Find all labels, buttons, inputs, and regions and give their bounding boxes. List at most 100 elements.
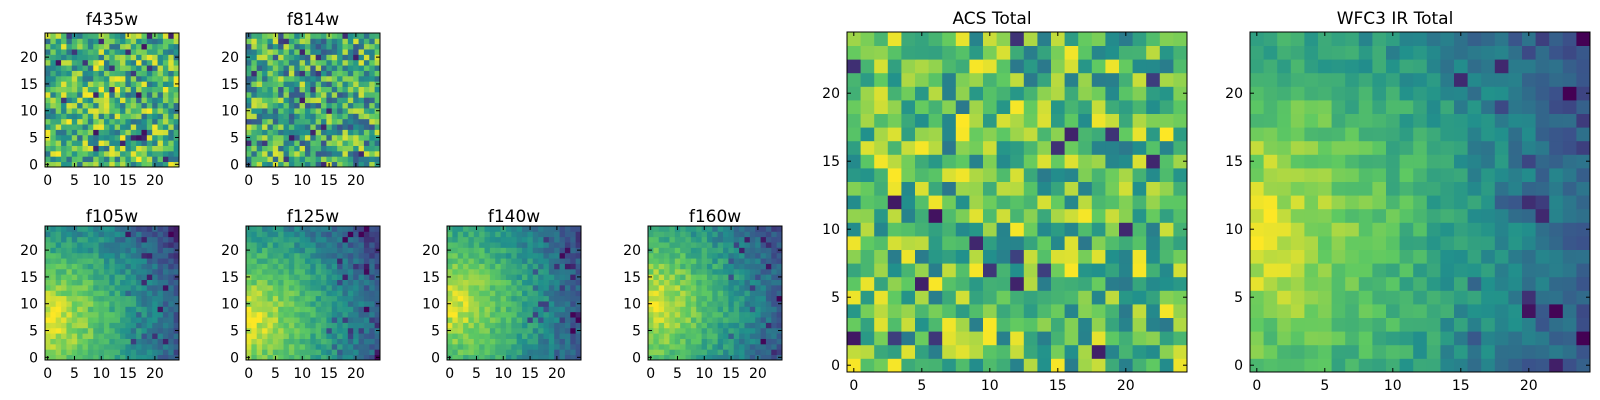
- heatmap-cell: [120, 252, 126, 259]
- heatmap-cell: [564, 295, 571, 302]
- heatmap-cell: [522, 263, 528, 270]
- heatmap-cell: [146, 118, 153, 125]
- heatmap-cell: [141, 49, 148, 55]
- heatmap-cell: [1051, 168, 1065, 182]
- heatmap-cell: [168, 268, 175, 275]
- heatmap-cell: [653, 268, 660, 275]
- heatmap-cell: [326, 140, 333, 146]
- heatmap-cell: [860, 127, 875, 142]
- y-tick-label: 10: [221, 297, 239, 313]
- heatmap-cell: [251, 43, 258, 50]
- heatmap-cell: [658, 242, 665, 248]
- heatmap-cell: [294, 231, 300, 238]
- heatmap-cell: [347, 226, 354, 232]
- heatmap-cell: [942, 358, 957, 373]
- heatmap-cell: [516, 268, 523, 275]
- heatmap-cell: [103, 65, 110, 71]
- heatmap-cell: [1173, 86, 1188, 101]
- heatmap-cell: [749, 338, 756, 345]
- heatmap-cell: [479, 252, 485, 259]
- heatmap-cell: [353, 70, 359, 77]
- heatmap-cell: [130, 65, 137, 71]
- heatmap-cell: [1549, 263, 1564, 278]
- heatmap-cell: [347, 81, 354, 87]
- heatmap-cell: [696, 284, 702, 291]
- heatmap-cell: [771, 327, 778, 334]
- heatmap-cell: [1345, 154, 1360, 169]
- heatmap-cell: [136, 252, 142, 259]
- heatmap-cell: [527, 258, 534, 264]
- heatmap-cell: [114, 333, 121, 339]
- heatmap-cell: [168, 86, 175, 93]
- heatmap-cell: [1467, 181, 1482, 196]
- heatmap-cell: [1263, 168, 1278, 182]
- heatmap-cell: [1467, 290, 1482, 305]
- heatmap-cell: [1549, 276, 1564, 291]
- heatmap-cell: [136, 317, 142, 323]
- heatmap-cell: [55, 252, 62, 259]
- heatmap-cell: [522, 231, 528, 238]
- heatmap-cell: [353, 145, 359, 152]
- heatmap-cell: [71, 124, 78, 130]
- heatmap-cell: [71, 140, 78, 146]
- heatmap-cell: [457, 284, 464, 291]
- heatmap-cell: [1105, 208, 1120, 223]
- heatmap-cell: [283, 236, 290, 243]
- heatmap-cell: [969, 263, 984, 278]
- heatmap-cell: [538, 311, 544, 318]
- heatmap-cell: [575, 306, 582, 313]
- heatmap-cell: [288, 118, 295, 125]
- heatmap-cell: [658, 226, 665, 232]
- heatmap-cell: [983, 72, 997, 87]
- heatmap-cell: [125, 252, 132, 259]
- heatmap-cell: [347, 134, 354, 141]
- heatmap-cell: [315, 322, 322, 329]
- heatmap-cell: [1372, 331, 1387, 346]
- heatmap-cell: [278, 295, 284, 302]
- heatmap-cell: [915, 140, 929, 155]
- heatmap-cell: [87, 145, 94, 152]
- heatmap-cell: [61, 322, 67, 329]
- heatmap-cell: [262, 252, 268, 259]
- heatmap-cell: [516, 349, 523, 356]
- x-tick-label: 5: [271, 366, 280, 382]
- heatmap-cell: [326, 231, 333, 238]
- heatmap-cell: [739, 290, 745, 297]
- heatmap-cell: [522, 311, 528, 318]
- heatmap-cell: [55, 279, 62, 286]
- heatmap-cell: [1105, 86, 1120, 101]
- heatmap-cell: [342, 124, 349, 130]
- heatmap-cell: [369, 113, 376, 120]
- heatmap-cell: [538, 317, 544, 323]
- heatmap-cell: [860, 72, 875, 87]
- heatmap-cell: [505, 333, 512, 339]
- heatmap-cell: [717, 263, 724, 270]
- heatmap-cell: [706, 311, 713, 318]
- heatmap-cell: [685, 354, 692, 361]
- heatmap-cell: [146, 236, 153, 243]
- heatmap-cell: [294, 108, 300, 114]
- heatmap-cell: [1091, 168, 1106, 182]
- heatmap-cell: [130, 258, 137, 264]
- heatmap-cell: [157, 108, 164, 114]
- heatmap-cell: [564, 290, 571, 297]
- heatmap-cell: [1146, 276, 1161, 291]
- heatmap-cell: [1037, 100, 1052, 114]
- heatmap-cell: [267, 86, 274, 93]
- heatmap-cell: [463, 327, 469, 334]
- heatmap-cell: [120, 247, 126, 254]
- x-tick-label: 15: [1049, 378, 1067, 394]
- heatmap-cell: [310, 242, 317, 248]
- heatmap-cell: [548, 268, 555, 275]
- heatmap-cell: [1372, 222, 1387, 237]
- heatmap-cell: [288, 279, 295, 286]
- heatmap-cell: [120, 91, 126, 98]
- heatmap-cell: [337, 118, 343, 125]
- heatmap-cell: [680, 306, 686, 313]
- heatmap-cell: [473, 290, 480, 297]
- heatmap-cell: [712, 252, 719, 259]
- heatmap-cell: [728, 263, 735, 270]
- heatmap-cell: [739, 236, 745, 243]
- heatmap-cell: [1064, 249, 1079, 264]
- y-tick-label: 5: [230, 324, 239, 340]
